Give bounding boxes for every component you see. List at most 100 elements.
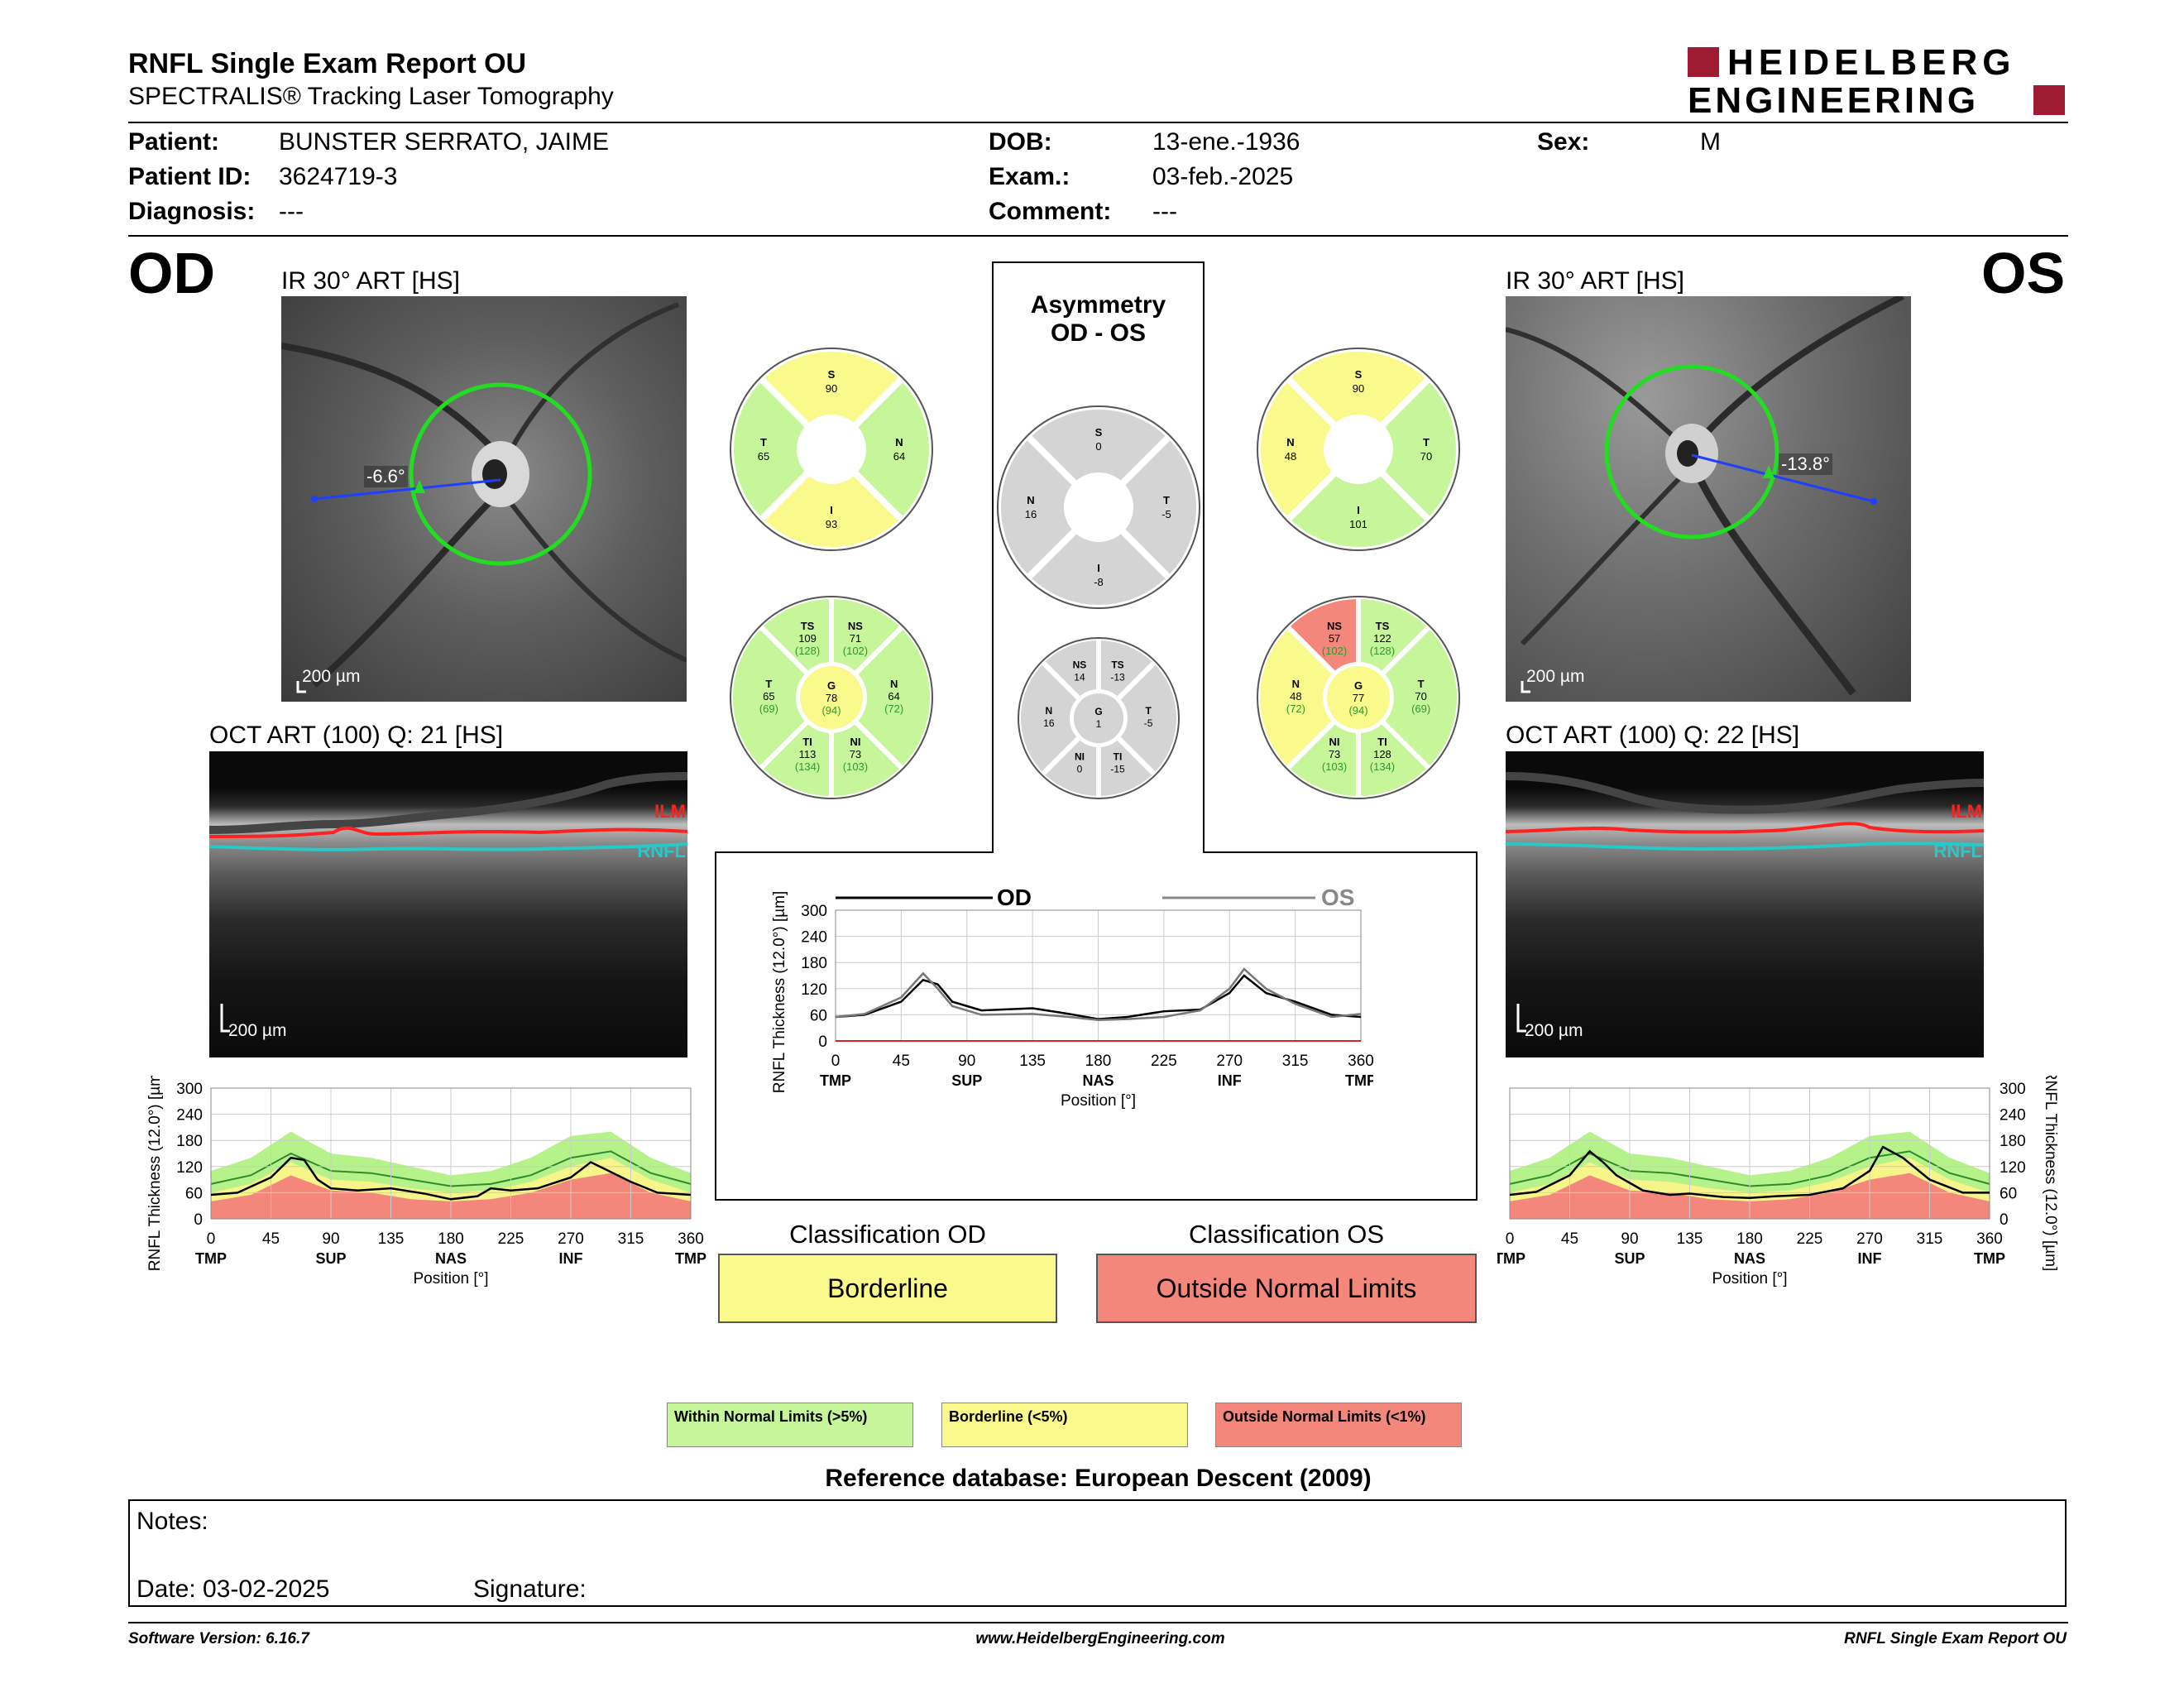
- region-label: TMP: [195, 1250, 227, 1267]
- y-tick-label: 0: [818, 1033, 827, 1051]
- od-fundus-overlay: [281, 302, 687, 693]
- os-thickness-chart: 300 240 180 120 60 0 0 45 90 135 180 225 270 315 360 TM…: [1497, 1076, 2059, 1288]
- os4-sector-n-label: N: [1286, 436, 1294, 448]
- y-tick-label: 120: [801, 981, 827, 999]
- od-angle-label: -6.6°: [364, 466, 408, 487]
- diagnosis-label: Diagnosis:: [128, 198, 256, 225]
- os-ilm-label: ILM: [1951, 801, 1982, 822]
- patient-id-value: 3624719-3: [279, 163, 398, 190]
- y-tick-label: 300: [2000, 1081, 2026, 1098]
- y-tick-label: 240: [176, 1107, 203, 1125]
- od-ir-scale: 200 µm: [302, 667, 361, 686]
- y-axis-label: RNFL Thickness (12.0°) [µm]: [146, 1076, 164, 1271]
- as6-sector-g-label: G: [1094, 706, 1102, 717]
- y-tick-label: 120: [176, 1159, 203, 1177]
- x-tick-label: 0: [207, 1230, 216, 1248]
- diagnosis-value: ---: [279, 198, 304, 225]
- od-sector4-circle: S90 T 65 I 93 N 64: [728, 346, 935, 553]
- os-ir-scale: 200 µm: [1526, 667, 1585, 686]
- od-thickness-chart: 300 240 180 120 60 00 45 90 135 180 225 270 315 360 TM…: [146, 1076, 706, 1288]
- x-tick-label: 360: [1348, 1053, 1373, 1070]
- os6-sector-ts-label: TS: [1376, 620, 1390, 632]
- classification-os-title: Classification OS: [1188, 1220, 1385, 1249]
- y-tick-label: 180: [801, 955, 827, 972]
- x-tick-label: 180: [1736, 1230, 1763, 1248]
- as6-sector-ts-value: -13: [1110, 671, 1125, 683]
- os-oct-scale: 200 µm: [1525, 1021, 1583, 1040]
- od6-sector-g: [800, 666, 863, 729]
- os-oct-title: OCT ART (100) Q: 22 [HS]: [1506, 722, 1800, 749]
- classification-od-box: Borderline: [718, 1254, 1057, 1323]
- x-tick-label: 45: [262, 1230, 280, 1248]
- od-ilm-line: [209, 826, 687, 838]
- od6-sector-n-value: 64: [888, 690, 899, 703]
- date-label: Date: 03-02-2025: [136, 1575, 330, 1603]
- exam-value: 03-feb.-2025: [1152, 163, 1294, 190]
- y-tick-label: 60: [810, 1007, 827, 1024]
- footer-website[interactable]: www.HeidelbergEngineering.com: [975, 1630, 1225, 1647]
- y-tick-label: 60: [2000, 1185, 2017, 1202]
- logo-line2: ENGINEERING: [1688, 80, 1980, 121]
- os4-sector-n-value: 48: [1285, 450, 1296, 463]
- os6-sector-g-value: 77: [1353, 692, 1364, 704]
- os4-sector-s-label: S: [1355, 368, 1363, 381]
- y-tick-label: 240: [2000, 1107, 2026, 1125]
- os-ilm-line: [1506, 822, 1984, 834]
- patient-value: BUNSTER SERRATO, JAIME: [279, 128, 609, 156]
- region-label: TMP: [820, 1072, 851, 1089]
- os6-sector-ti-value: 128: [1373, 748, 1391, 760]
- od4-sector-n-label: N: [895, 436, 903, 448]
- od-scan-circle: [409, 382, 592, 566]
- od4-sector-s-label: S: [828, 368, 836, 381]
- os6-sector-n-label: N: [1292, 678, 1300, 690]
- os4-sector-s-value: 90: [1353, 382, 1364, 395]
- x-tick-label: 135: [378, 1230, 405, 1248]
- x-tick-label: 360: [678, 1230, 704, 1248]
- logo-line1: HEIDELBERG: [1727, 42, 2016, 83]
- patient-id-label: Patient ID:: [128, 163, 251, 190]
- as6-sector-n-label: N: [1046, 705, 1053, 717]
- od4-sector-n-value: 64: [893, 450, 905, 463]
- logo-square-bottom: [2033, 85, 2065, 115]
- os6-sector-g-ref: (94): [1348, 704, 1367, 717]
- x-tick-label: 0: [1506, 1230, 1515, 1248]
- report-title: RNFL Single Exam Report OU: [128, 48, 527, 79]
- od-ir-title: IR 30° ART [HS]: [281, 267, 460, 295]
- os6-sector-g: [1327, 666, 1390, 729]
- footer-report-name: RNFL Single Exam Report OU: [1844, 1630, 2067, 1647]
- as6-sector-g-value: 1: [1096, 718, 1102, 730]
- region-label: INF: [1858, 1250, 1882, 1267]
- od4-sector-t-value: 65: [758, 450, 769, 463]
- legend-borderline: Borderline (<5%): [941, 1403, 1188, 1447]
- comment-value: ---: [1152, 198, 1177, 225]
- legend-os-label: OS: [1321, 885, 1354, 910]
- region-label: SUP: [951, 1072, 982, 1089]
- x-tick-label: 270: [1856, 1230, 1883, 1248]
- os6-sector-t-ref: (69): [1411, 703, 1430, 715]
- y-tick-label: 120: [2000, 1159, 2026, 1177]
- x-tick-label: 360: [1976, 1230, 2003, 1248]
- as4-sector-n-value: 16: [1025, 508, 1037, 520]
- od6-sector-t-ref: (69): [759, 703, 778, 715]
- os6-sector-ns-value: 57: [1329, 632, 1340, 645]
- os4-sector-t-value: 70: [1420, 450, 1432, 463]
- y-tick-label: 180: [2000, 1133, 2026, 1150]
- as6-sector-n-value: 16: [1043, 717, 1055, 729]
- os-fundus-overlay: [1506, 296, 1904, 696]
- y-tick-label: 240: [801, 929, 827, 947]
- as4-sector-s-value: 0: [1095, 440, 1101, 453]
- notes-box[interactable]: Notes: Date: 03-02-2025 Signature:: [128, 1499, 2067, 1607]
- as6-sector-t-value: -5: [1144, 717, 1153, 729]
- os-eye-label: OS: [1981, 241, 2066, 305]
- os-oct-image: ILM RNFL 200 µm: [1506, 751, 1984, 1057]
- od6-sector-t-value: 65: [763, 690, 774, 703]
- dob-value: 13-ene.-1936: [1152, 128, 1300, 156]
- od6-sector-ns-label: NS: [848, 620, 863, 632]
- od-fundus-image: -6.6° 200 µm: [281, 296, 687, 702]
- x-tick-label: 135: [1677, 1230, 1703, 1248]
- region-label: TMP: [675, 1250, 706, 1267]
- as4-sector-n-label: N: [1027, 494, 1034, 506]
- os6-sector-n-ref: (72): [1286, 703, 1305, 715]
